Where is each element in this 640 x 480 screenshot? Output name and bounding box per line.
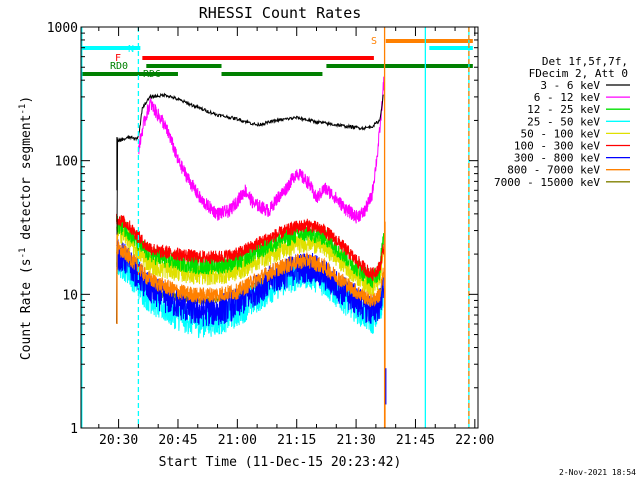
render-timestamp: 2-Nov-2021 18:54: [559, 468, 636, 477]
series-curve-s0: [116, 92, 384, 324]
x-tick-label-4: 21:30: [337, 433, 376, 448]
legend-label-s8: 7000 - 15000 keV: [494, 176, 600, 189]
legend-label-s4: 50 - 100 keV: [521, 127, 601, 140]
series-curve-s7: [116, 240, 385, 307]
legend-header-line-1: Det 1f,5f,7f,: [542, 55, 628, 68]
x-tick-label-1: 20:45: [158, 433, 197, 448]
flag-label-n: N: [128, 44, 134, 55]
plot-frame: [80, 26, 479, 429]
series-curve-s6: [116, 239, 385, 327]
legend-header-line-2: FDecim 2, Att 0: [529, 67, 628, 80]
series-curve-s1: [137, 76, 385, 224]
y-tick-label-0: 1: [70, 422, 78, 437]
series-curve-s5: [116, 213, 385, 281]
legend-label-s5: 100 - 300 keV: [514, 140, 600, 153]
legend-label-s3: 25 - 50 keV: [527, 115, 600, 128]
legend-label-s0: 3 - 6 keV: [540, 79, 600, 92]
y-axis-ticks: 1 10 100 1000: [47, 21, 478, 437]
flag-label-rd6: RD6: [143, 69, 161, 80]
legend: Det 1f,5f,7f, FDecim 2, Att 0 3 - 6 keV6…: [494, 55, 630, 189]
y-tick-label-2: 100: [55, 155, 78, 170]
legend-label-s6: 300 - 800 keV: [514, 152, 600, 165]
x-axis-ticks: 20:30 20:45 21:00 21:15 21:30 21:45 22:00: [98, 27, 494, 448]
chart-title: RHESSI Count Rates: [199, 4, 362, 22]
flag-label-rd0: RD0: [110, 61, 128, 72]
x-tick-label-3: 21:15: [277, 433, 316, 448]
x-axis-label: Start Time (11-Dec-15 20:23:42): [159, 455, 402, 470]
y-tick-label-1: 10: [62, 288, 78, 303]
y-tick-label-3: 1000: [47, 21, 78, 36]
flag-label-f: F: [115, 53, 121, 64]
x-tick-label-6: 22:00: [455, 433, 494, 448]
x-tick-label-5: 21:45: [396, 433, 435, 448]
legend-label-s1: 6 - 12 keV: [534, 91, 601, 104]
curves-layer: [116, 76, 387, 428]
flag-label-s: S: [371, 36, 377, 47]
x-tick-label-2: 21:00: [218, 433, 257, 448]
legend-label-s2: 12 - 25 keV: [527, 103, 600, 116]
vlines-layer: [81, 27, 470, 428]
legend-label-s7: 800 - 7000 keV: [507, 164, 600, 177]
y-axis-label: Count Rate (s-1 detector segment-1): [18, 96, 34, 360]
x-tick-label-0: 20:30: [99, 433, 138, 448]
